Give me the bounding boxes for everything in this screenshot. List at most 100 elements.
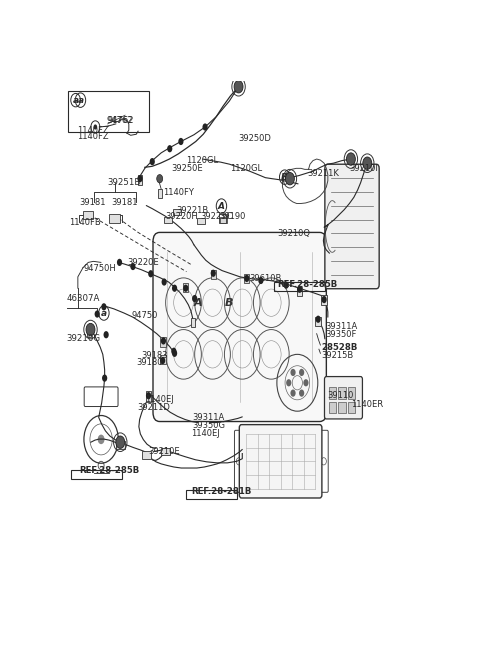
Bar — [142, 452, 151, 459]
Bar — [116, 441, 125, 449]
Bar — [183, 282, 188, 292]
Text: 39221B: 39221B — [177, 206, 209, 215]
Circle shape — [234, 81, 243, 93]
Circle shape — [97, 435, 105, 444]
Text: a: a — [101, 309, 107, 317]
Text: 39181: 39181 — [79, 199, 106, 207]
Circle shape — [172, 285, 177, 292]
Circle shape — [363, 157, 372, 169]
Circle shape — [161, 338, 166, 344]
FancyBboxPatch shape — [324, 376, 362, 419]
Text: 1140FY: 1140FY — [163, 188, 194, 197]
Text: 39220H: 39220H — [165, 213, 198, 221]
Circle shape — [172, 350, 177, 357]
Bar — [329, 387, 336, 399]
Circle shape — [117, 259, 122, 266]
Circle shape — [347, 153, 355, 165]
Text: 39250D: 39250D — [238, 134, 271, 143]
Text: 1140FZ: 1140FZ — [77, 125, 109, 135]
Circle shape — [192, 295, 197, 302]
Text: REF.28-285B: REF.28-285B — [277, 280, 337, 289]
Circle shape — [258, 277, 264, 284]
Text: 1140EJ: 1140EJ — [145, 395, 174, 404]
Text: 39181: 39181 — [111, 199, 138, 207]
Bar — [68, 91, 148, 132]
FancyBboxPatch shape — [153, 232, 326, 421]
Circle shape — [148, 270, 154, 277]
Text: 39210Q: 39210Q — [277, 229, 310, 238]
Bar — [297, 287, 302, 296]
Bar — [191, 317, 195, 327]
Circle shape — [303, 379, 309, 386]
Text: 39110: 39110 — [327, 391, 353, 400]
Text: 94762: 94762 — [107, 116, 133, 125]
Text: 39311A: 39311A — [325, 322, 358, 331]
Bar — [244, 274, 249, 283]
Circle shape — [167, 145, 172, 152]
Text: 39210G: 39210G — [67, 334, 101, 344]
Circle shape — [297, 286, 302, 293]
Circle shape — [244, 275, 249, 282]
Circle shape — [104, 331, 109, 338]
Circle shape — [203, 123, 208, 131]
Bar — [83, 211, 94, 219]
Bar — [160, 355, 166, 364]
Text: 39190: 39190 — [219, 213, 246, 221]
Circle shape — [284, 282, 289, 289]
FancyBboxPatch shape — [325, 164, 379, 289]
Text: 39211D: 39211D — [137, 403, 170, 412]
Text: REF.28-281B: REF.28-281B — [191, 486, 252, 496]
Text: 39211K: 39211K — [307, 169, 339, 178]
Text: 39220E: 39220E — [128, 258, 159, 267]
Circle shape — [94, 124, 97, 130]
Bar — [211, 270, 216, 279]
Bar — [146, 391, 151, 403]
Text: 39350G: 39350G — [192, 421, 226, 430]
Bar — [160, 338, 166, 347]
Text: 46307A: 46307A — [67, 294, 100, 303]
Text: 1120GL: 1120GL — [186, 156, 218, 165]
Bar — [348, 402, 355, 413]
Bar — [329, 402, 336, 413]
Circle shape — [101, 303, 107, 311]
Circle shape — [286, 379, 291, 386]
Bar — [158, 189, 162, 198]
Circle shape — [286, 172, 294, 185]
Bar — [338, 402, 346, 413]
Circle shape — [299, 389, 304, 397]
Bar — [220, 217, 227, 223]
Text: 1140FB: 1140FB — [69, 217, 101, 227]
Bar — [87, 328, 91, 338]
Bar — [219, 214, 226, 223]
Circle shape — [322, 296, 327, 303]
Text: 94750: 94750 — [132, 311, 158, 319]
Text: B: B — [225, 298, 233, 308]
Bar — [348, 387, 355, 399]
Text: 39610B: 39610B — [249, 274, 281, 283]
Text: 39215B: 39215B — [321, 351, 353, 360]
Text: 94750H: 94750H — [83, 264, 116, 272]
Text: 39350F: 39350F — [325, 330, 357, 340]
Circle shape — [178, 138, 183, 145]
Text: 1120GL: 1120GL — [229, 164, 262, 173]
Text: 39180: 39180 — [137, 358, 163, 367]
Text: 94762: 94762 — [108, 116, 134, 125]
Circle shape — [130, 263, 135, 270]
Circle shape — [95, 311, 100, 317]
Circle shape — [315, 315, 321, 323]
Text: 39251B: 39251B — [108, 178, 141, 187]
Bar — [338, 387, 346, 399]
Bar — [321, 295, 327, 305]
Circle shape — [160, 357, 165, 364]
Bar — [315, 317, 321, 326]
Text: A: A — [218, 201, 225, 211]
Text: 39183: 39183 — [141, 351, 168, 360]
Circle shape — [162, 278, 167, 286]
Circle shape — [290, 369, 296, 376]
Text: 39250E: 39250E — [172, 164, 203, 173]
Text: 28528B: 28528B — [321, 343, 358, 352]
Bar — [196, 218, 204, 224]
Circle shape — [146, 392, 151, 399]
FancyBboxPatch shape — [240, 425, 322, 498]
Circle shape — [290, 389, 296, 397]
